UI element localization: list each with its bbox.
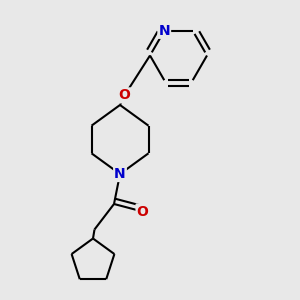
Text: N: N xyxy=(114,167,126,181)
Text: O: O xyxy=(136,205,148,218)
Text: N: N xyxy=(158,24,170,38)
Text: O: O xyxy=(118,88,130,102)
